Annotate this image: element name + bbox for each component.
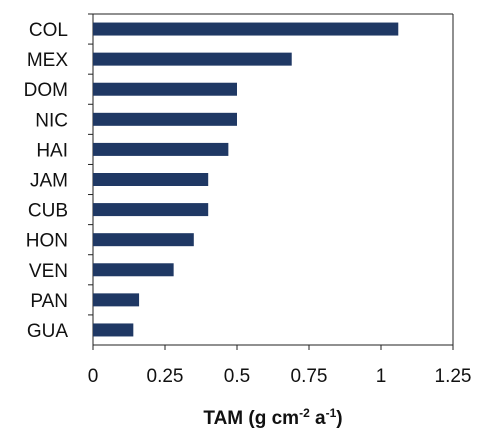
plot-frame (92, 13, 454, 346)
category-label-col: COL (29, 20, 68, 41)
bars-group (93, 22, 399, 337)
x-tick-label: 0.25 (147, 366, 184, 387)
bar-col (93, 22, 399, 36)
x-axis-title: TAM (g cm-2 a-1) (203, 406, 342, 429)
category-labels: COL MEX DOM NIC HAI JAM CUB HON VEN PAN GUA (24, 13, 93, 342)
bar-hai (93, 142, 229, 156)
category-label-hon: HON (26, 231, 68, 252)
bar-jam (93, 173, 209, 186)
x-tick-label: 1 (376, 366, 387, 387)
x-tick-label: 0.75 (291, 366, 328, 387)
category-label-mex: MEX (27, 50, 69, 71)
bar-ven (93, 263, 174, 277)
bar-pan (93, 293, 140, 307)
x-tick-label: 0.5 (224, 366, 250, 387)
category-label-gua: GUA (27, 321, 69, 342)
bar-dom (93, 82, 237, 96)
bar-hon (93, 233, 194, 247)
bar-mex (93, 52, 292, 66)
category-label-pan: PAN (30, 291, 68, 312)
category-label-ven: VEN (29, 261, 68, 282)
x-tick-label: 1.25 (435, 366, 472, 387)
category-label-nic: NIC (35, 110, 68, 131)
x-tick-label: 0 (88, 366, 99, 387)
bar-cub (93, 203, 209, 217)
category-label-hai: HAI (36, 140, 68, 161)
category-label-dom: DOM (24, 80, 68, 101)
category-label-jam: JAM (30, 171, 68, 192)
bar-gua (93, 323, 134, 337)
bar-nic (93, 112, 237, 126)
category-label-cub: CUB (28, 201, 68, 222)
x-axis-ticks: 0 0.25 0.5 0.75 1 1.25 (88, 345, 472, 387)
